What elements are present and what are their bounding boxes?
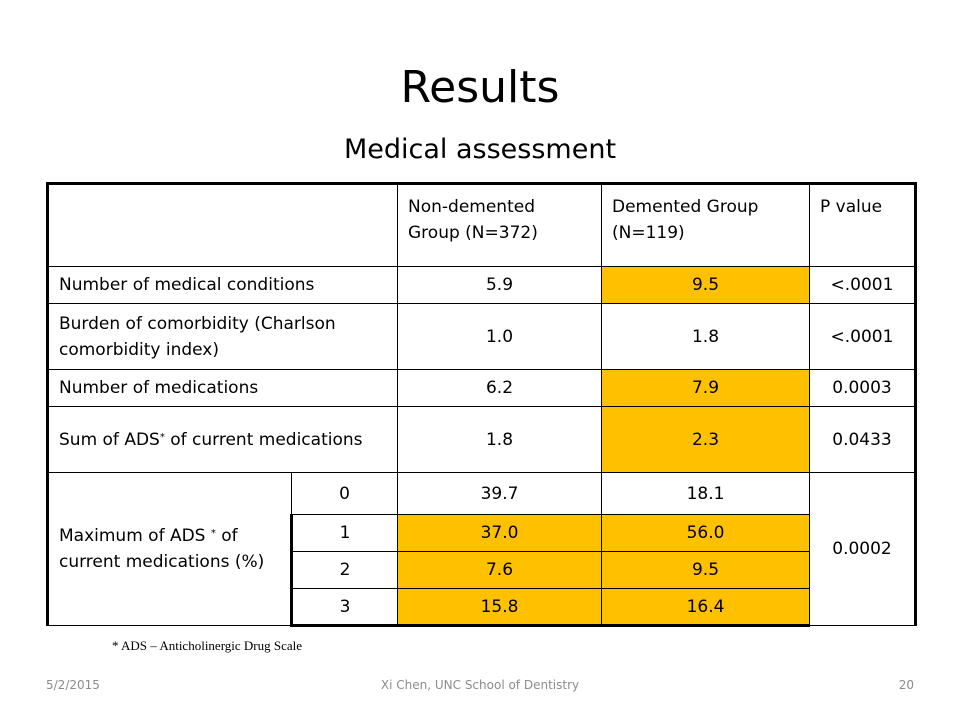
value-non-demented: 7.6 — [397, 551, 602, 589]
value-non-demented: 1.8 — [397, 406, 602, 473]
results-table: Non-demented Group (N=372) Demented Grou… — [46, 182, 917, 627]
value-demented: 1.8 — [601, 303, 810, 370]
value-demented: 16.4 — [601, 588, 810, 627]
row-label-text: Sum of ADS — [59, 429, 160, 450]
header-empty-cell — [46, 182, 398, 267]
row-label-text: of current medications — [164, 429, 363, 450]
asterisk-marker: * — [210, 528, 216, 539]
header-demented: Demented Group (N=119) — [601, 182, 810, 267]
header-non-demented: Non-demented Group (N=372) — [397, 182, 602, 267]
value-non-demented: 37.0 — [397, 514, 602, 552]
value-non-demented: 1.0 — [397, 303, 602, 370]
ads-level: 1 — [290, 514, 398, 552]
row-label-text: Maximum of ADS — [59, 526, 211, 546]
table-row: Maximum of ADS * of current medications … — [46, 472, 917, 626]
footer-author: Xi Chen, UNC School of Dentistry — [380, 678, 580, 692]
ads-level: 2 — [290, 551, 398, 589]
value-demented: 2.3 — [601, 406, 810, 473]
value-non-demented: 39.7 — [397, 472, 602, 515]
page-number: 20 — [898, 678, 914, 692]
row-label: Sum of ADS* of current medications — [46, 406, 398, 473]
header-p-value: P value — [809, 182, 917, 267]
footnote: * ADS – Anticholinergic Drug Scale — [112, 638, 303, 653]
table-row: Sum of ADS* of current medications 1.8 2… — [46, 406, 917, 473]
value-non-demented: 6.2 — [397, 369, 602, 407]
value-p: <.0001 — [809, 266, 917, 304]
value-demented: 56.0 — [601, 514, 810, 552]
value-p: 0.0003 — [809, 369, 917, 407]
row-label-text: of current medications (%) — [59, 526, 265, 572]
table-header-row: Non-demented Group (N=372) Demented Grou… — [46, 182, 917, 267]
table-row: 1 37.0 56.0 — [48, 514, 916, 552]
max-ads-label: Maximum of ADS * of current medications … — [46, 472, 292, 626]
value-p: <.0001 — [809, 303, 917, 370]
slide-subtitle: Medical assessment — [343, 134, 617, 165]
table-row: 3 15.8 16.4 — [48, 588, 916, 627]
row-label: Number of medical conditions — [46, 266, 398, 304]
value-p: 0.0433 — [809, 406, 917, 473]
row-label: Number of medications — [46, 369, 398, 407]
table-row: 2 7.6 9.5 — [48, 551, 916, 589]
slide-title: Results — [400, 62, 560, 113]
ads-level: 3 — [290, 588, 398, 627]
value-demented: 9.5 — [601, 551, 810, 589]
footer-date: 5/2/2015 — [46, 678, 100, 692]
value-demented: 9.5 — [601, 266, 810, 304]
table-row: Number of medical conditions 5.9 9.5 <.0… — [46, 266, 917, 304]
value-demented: 7.9 — [601, 369, 810, 407]
table-row: Burden of comorbidity (Charlson comorbid… — [46, 303, 917, 370]
max-ads-p-value: 0.0002 — [809, 472, 917, 626]
asterisk-marker: * — [159, 431, 165, 443]
table-row: Number of medications 6.2 7.9 0.0003 — [46, 369, 917, 407]
value-non-demented: 15.8 — [397, 588, 602, 627]
row-label: Burden of comorbidity (Charlson comorbid… — [46, 303, 398, 370]
value-non-demented: 5.9 — [397, 266, 602, 304]
value-demented: 18.1 — [601, 472, 810, 515]
ads-level: 0 — [291, 472, 398, 515]
